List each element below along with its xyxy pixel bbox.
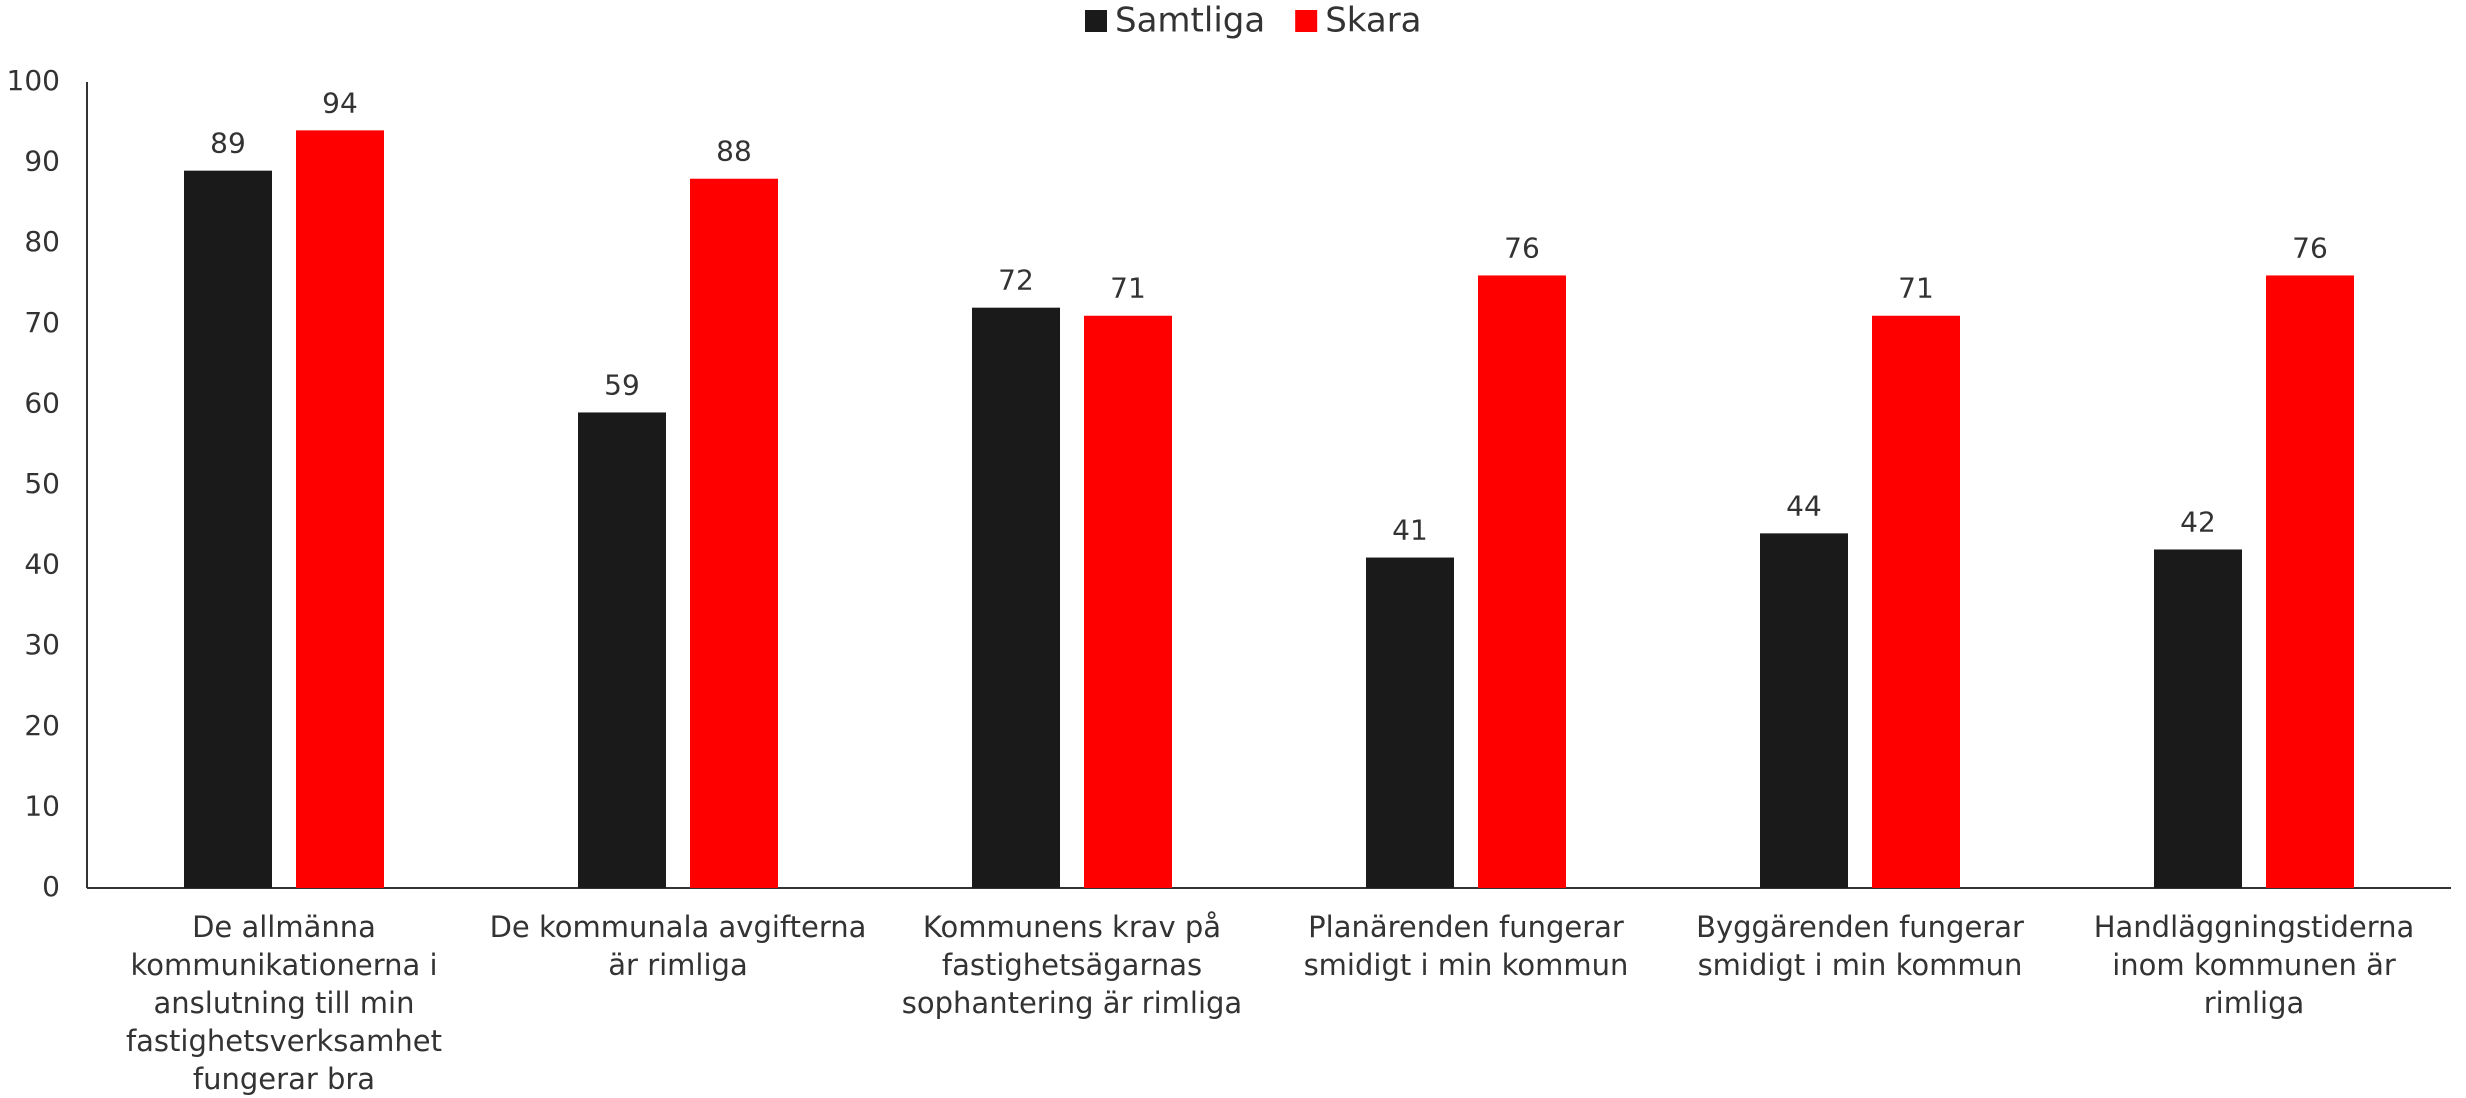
bar [972,307,1060,888]
data-label: 42 [2180,505,2216,538]
bar [296,130,384,889]
x-tick-label: Byggärenden fungerar smidigt i min kommu… [1696,910,2024,982]
y-tick-label: 40 [24,548,60,581]
y-tick-label: 100 [7,64,60,97]
bar [690,178,778,889]
y-tick-label: 50 [24,467,60,500]
y-tick-label: 30 [24,628,60,661]
data-label: 89 [210,127,246,160]
data-label: 71 [1898,272,1934,305]
data-label: 72 [998,264,1034,297]
data-label: 76 [1504,231,1540,264]
x-tick-label: Kommunens krav på fastighetsägarnas soph… [901,910,1243,1020]
data-label: 88 [716,135,752,168]
legend-label: Samtliga [1115,1,1265,41]
bar [1760,533,1848,888]
y-tick-label: 60 [24,386,60,419]
legend-label: Skara [1325,1,1421,41]
bar [1872,315,1960,888]
data-label: 71 [1110,272,1146,305]
legend-swatch [1085,10,1107,32]
bar [1366,557,1454,888]
data-label: 44 [1786,489,1822,522]
y-tick-label: 0 [42,870,60,903]
y-tick-label: 80 [24,225,60,258]
bar [1084,315,1172,888]
x-tick-label: De allmänna kommunikationerna i anslutni… [125,910,443,1096]
data-label: 94 [322,86,358,119]
x-tick-label: Planärenden fungerar smidigt i min kommu… [1303,910,1629,982]
bar [1478,275,1566,888]
bar [578,412,666,888]
x-tick-label: De kommunala avgifterna är rimliga [489,910,867,982]
y-tick-label: 10 [24,789,60,822]
bar [184,170,272,888]
data-label: 41 [1392,514,1428,547]
bar [2266,275,2354,888]
x-tick-label: Handläggningstiderna inom kommunen är ri… [2093,910,2415,1020]
data-label: 59 [604,368,640,401]
y-tick-label: 90 [24,145,60,178]
y-tick-label: 70 [24,306,60,339]
data-label: 76 [2292,231,2328,264]
y-tick-label: 20 [24,709,60,742]
legend-swatch [1295,10,1318,32]
bar [2154,549,2242,888]
